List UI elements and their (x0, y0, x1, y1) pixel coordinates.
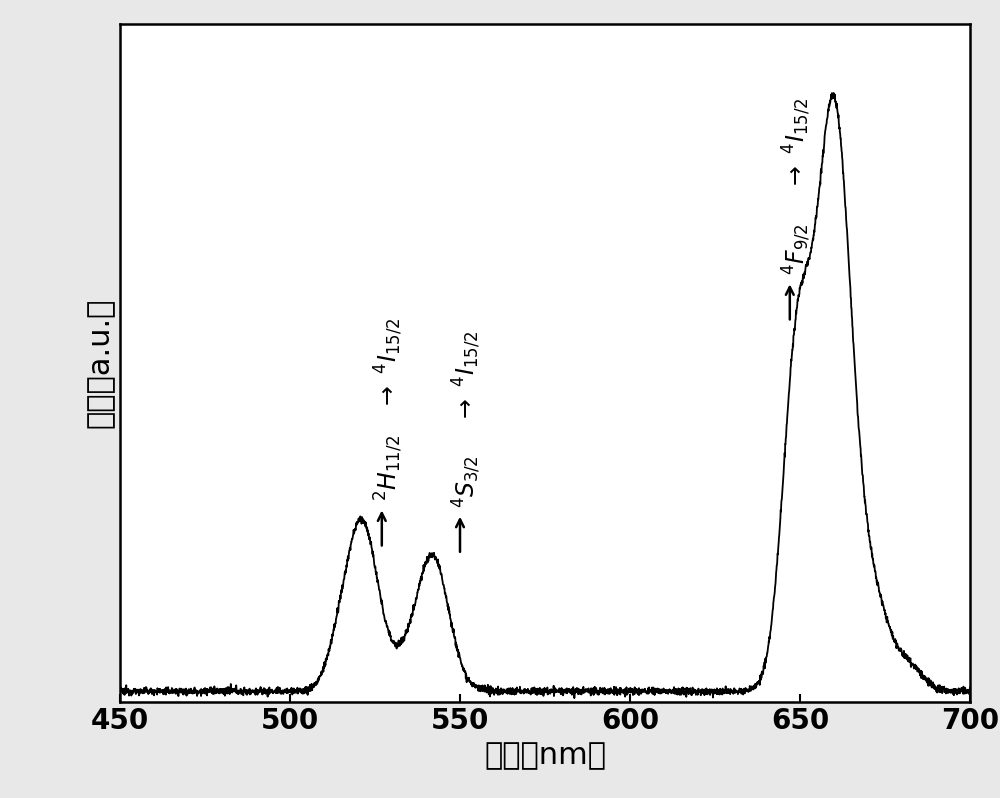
Text: $^{4}S_{3/2}$: $^{4}S_{3/2}$ (451, 455, 483, 508)
Text: $\rightarrow\ ^{4}I_{15/2}$: $\rightarrow\ ^{4}I_{15/2}$ (451, 331, 483, 423)
Y-axis label: 强度（a.u.）: 强度（a.u.） (85, 298, 114, 429)
Text: $\rightarrow\ ^{4}I_{15/2}$: $\rightarrow\ ^{4}I_{15/2}$ (780, 98, 813, 191)
Text: $^{2}H_{11/2}$: $^{2}H_{11/2}$ (372, 435, 405, 501)
Text: $^{4}F_{9/2}$: $^{4}F_{9/2}$ (780, 223, 813, 275)
Text: $\rightarrow\ ^{4}I_{15/2}$: $\rightarrow\ ^{4}I_{15/2}$ (372, 318, 405, 410)
X-axis label: 波长（nm）: 波长（nm） (484, 741, 606, 769)
